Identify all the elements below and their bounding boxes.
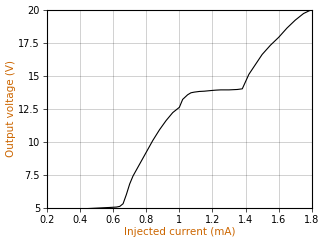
X-axis label: Injected current (mA): Injected current (mA) (124, 227, 235, 237)
Y-axis label: Output voltage (V): Output voltage (V) (6, 60, 16, 157)
